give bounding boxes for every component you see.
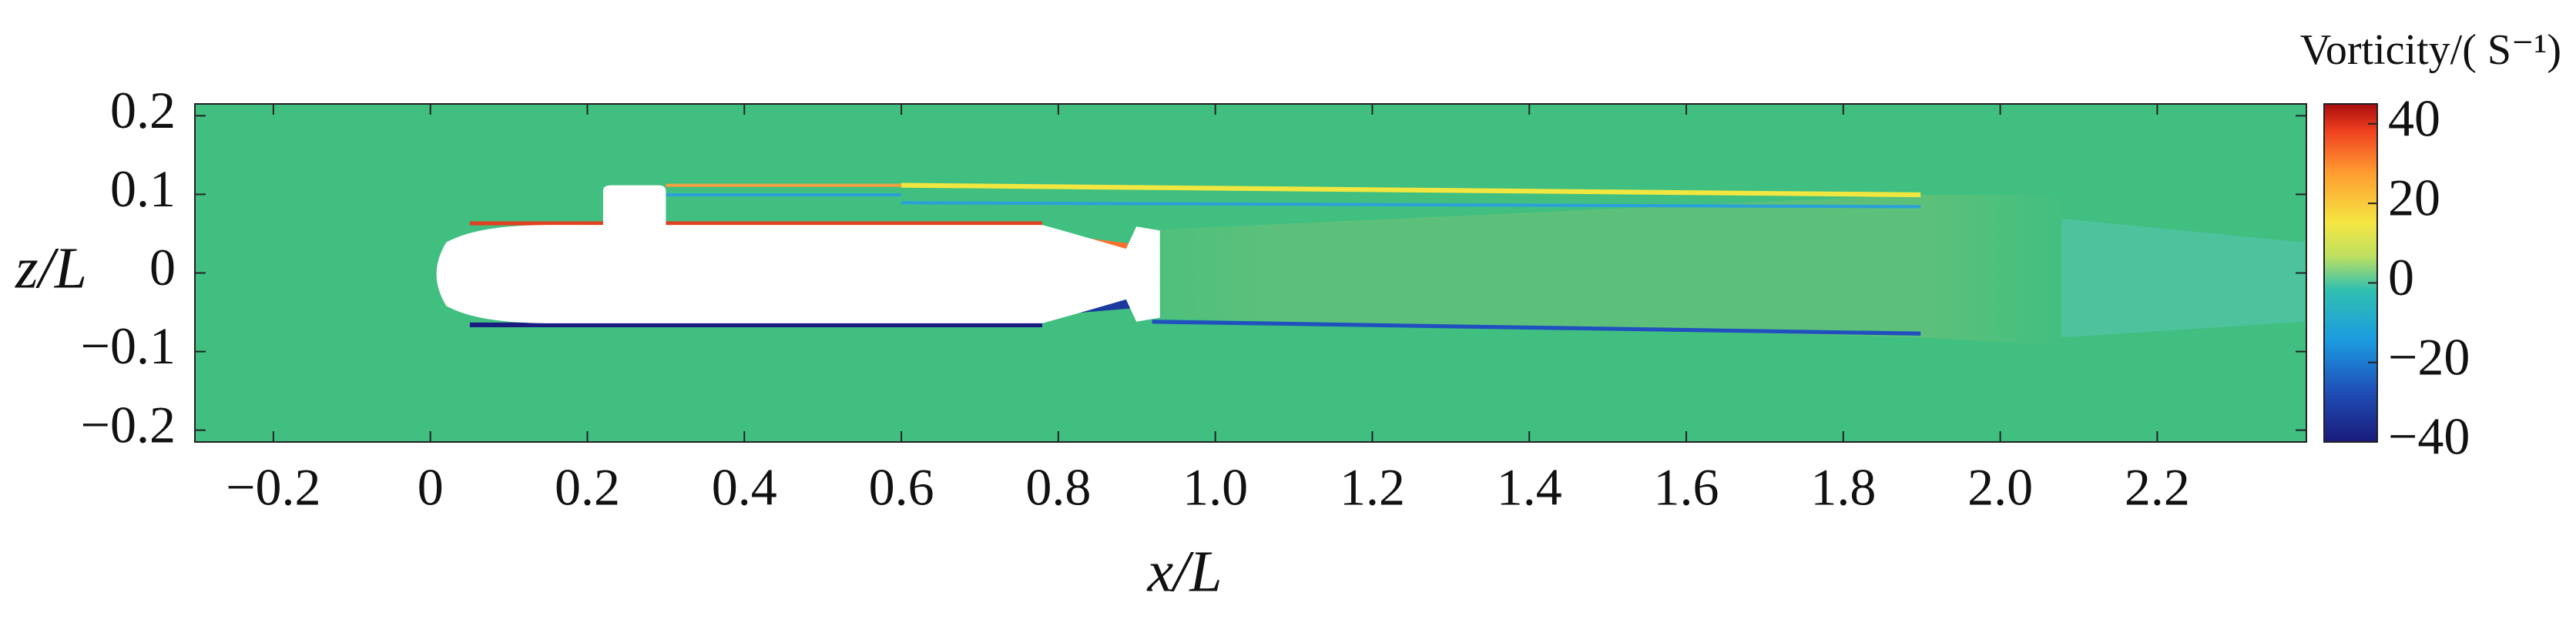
y-axis-title: z/L: [15, 236, 87, 300]
flow-features: [436, 182, 2306, 346]
shear-line: [901, 182, 1921, 198]
field: [195, 104, 2306, 442]
x-tick-label: 1.8: [1810, 458, 1876, 517]
x-tick-label: 2.0: [1967, 458, 2033, 517]
y-tick-label: 0.1: [110, 159, 176, 218]
x-tick-label: 1.0: [1182, 458, 1248, 517]
y-tick-label: −0.2: [81, 395, 176, 454]
y-tick-label: 0.2: [110, 81, 176, 139]
wake-fade: [1136, 194, 2062, 346]
y-tick-label: 0: [149, 238, 176, 296]
hull: [436, 225, 1145, 323]
x-tick-label: 0: [418, 458, 444, 517]
colorbar-tick-label: −40: [2388, 407, 2470, 466]
x-tick-label: 1.6: [1654, 458, 1719, 517]
x-tick-label: 0.8: [1025, 458, 1091, 517]
x-tick-label: 0.4: [712, 458, 777, 517]
x-axis-title: x/L: [1146, 539, 1222, 604]
x-tick-label: −0.2: [226, 458, 320, 517]
colorbar: [2323, 103, 2378, 443]
far-wake: [2061, 218, 2306, 338]
sail: [602, 185, 666, 235]
colorbar-tick-label: 40: [2388, 89, 2440, 147]
shear-line: [901, 201, 1921, 209]
colorbar-tick-label: −20: [2388, 327, 2470, 386]
x-tick-label: 1.2: [1340, 458, 1405, 517]
x-tick-label: 2.2: [2125, 458, 2190, 517]
colorbar-tick-label: 20: [2388, 169, 2440, 227]
colorbar-title: Vorticity/( S⁻¹): [2300, 26, 2561, 74]
shear-line: [1152, 320, 1921, 336]
stern-fins: [1124, 226, 1160, 322]
y-tick-label: −0.1: [81, 316, 176, 375]
colorbar-tick-label: 0: [2388, 248, 2414, 306]
x-tick-label: 1.4: [1497, 458, 1562, 517]
x-tick-label: 0.2: [555, 458, 620, 517]
x-tick-label: 0.6: [869, 458, 934, 517]
